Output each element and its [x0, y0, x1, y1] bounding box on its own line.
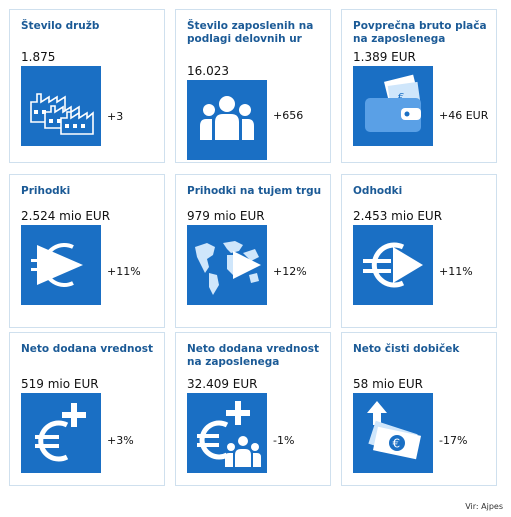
- card-value: 519 mio EUR: [21, 377, 99, 391]
- people-icon: [187, 80, 267, 160]
- card-stevilo-druzb: Število družb 1.875 +3: [9, 9, 165, 163]
- svg-text:€: €: [393, 437, 401, 451]
- euro-plus-icon: [21, 393, 101, 473]
- factory-icon: [21, 66, 101, 146]
- card-neto-dodana-na-zaposlenega: Neto dodana vrednost na zaposlenega 32.4…: [175, 332, 331, 486]
- money-up-icon: €: [353, 393, 433, 473]
- card-change: +3: [107, 110, 124, 123]
- card-title: Prihodki: [21, 185, 71, 197]
- world-play-icon: [187, 225, 267, 305]
- euro-play-icon: [353, 225, 433, 305]
- card-value: 2.524 mio EUR: [21, 209, 111, 223]
- svg-text:€: €: [398, 92, 404, 103]
- card-title: Neto čisti dobiček: [353, 343, 460, 355]
- card-title: Število družb: [21, 20, 100, 32]
- card-value: 2.453 mio EUR: [353, 209, 443, 223]
- card-odhodki: Odhodki 2.453 mio EUR +11%: [341, 174, 497, 328]
- card-change: -17%: [439, 434, 468, 447]
- card-title: Neto dodana vrednost: [21, 343, 153, 355]
- wallet-icon: €: [353, 66, 433, 146]
- card-neto-cisti-dobicek: Neto čisti dobiček 58 mio EUR € -17%: [341, 332, 497, 486]
- card-change: +656: [273, 109, 304, 122]
- card-title: Neto dodana vrednost na zaposlenega: [187, 343, 319, 368]
- card-neto-dodana-vrednost: Neto dodana vrednost 519 mio EUR +3%: [9, 332, 165, 486]
- euro-plus-people-icon: [187, 393, 267, 473]
- card-value: 1.875: [21, 50, 56, 64]
- card-change: +3%: [107, 434, 134, 447]
- card-change: +12%: [273, 265, 307, 278]
- card-change: +46 EUR: [439, 109, 489, 122]
- card-change: +11%: [107, 265, 141, 278]
- card-povprecna-placa: Povprečna bruto plača na zaposlenega 1.3…: [341, 9, 497, 163]
- source-note: Vir: Ajpes: [465, 502, 503, 511]
- card-value: 16.023: [187, 64, 229, 78]
- card-value: 1.389 EUR: [353, 50, 416, 64]
- card-prihodki-tuji-trg: Prihodki na tujem trgu 979 mio EUR +12%: [175, 174, 331, 328]
- card-value: 979 mio EUR: [187, 209, 265, 223]
- card-change: +11%: [439, 265, 473, 278]
- card-prihodki: Prihodki 2.524 mio EUR +11%: [9, 174, 165, 328]
- play-euro-icon: [21, 225, 101, 305]
- card-title: Odhodki: [353, 185, 403, 197]
- card-title: Prihodki na tujem trgu: [187, 185, 322, 197]
- card-value: 58 mio EUR: [353, 377, 423, 391]
- card-stevilo-zaposlenih: Število zaposlenih na podlagi delovnih u…: [175, 9, 331, 163]
- card-title: Povprečna bruto plača na zaposlenega: [353, 20, 487, 45]
- card-title: Število zaposlenih na podlagi delovnih u…: [187, 20, 314, 45]
- card-change: -1%: [273, 434, 295, 447]
- card-value: 32.409 EUR: [187, 377, 258, 391]
